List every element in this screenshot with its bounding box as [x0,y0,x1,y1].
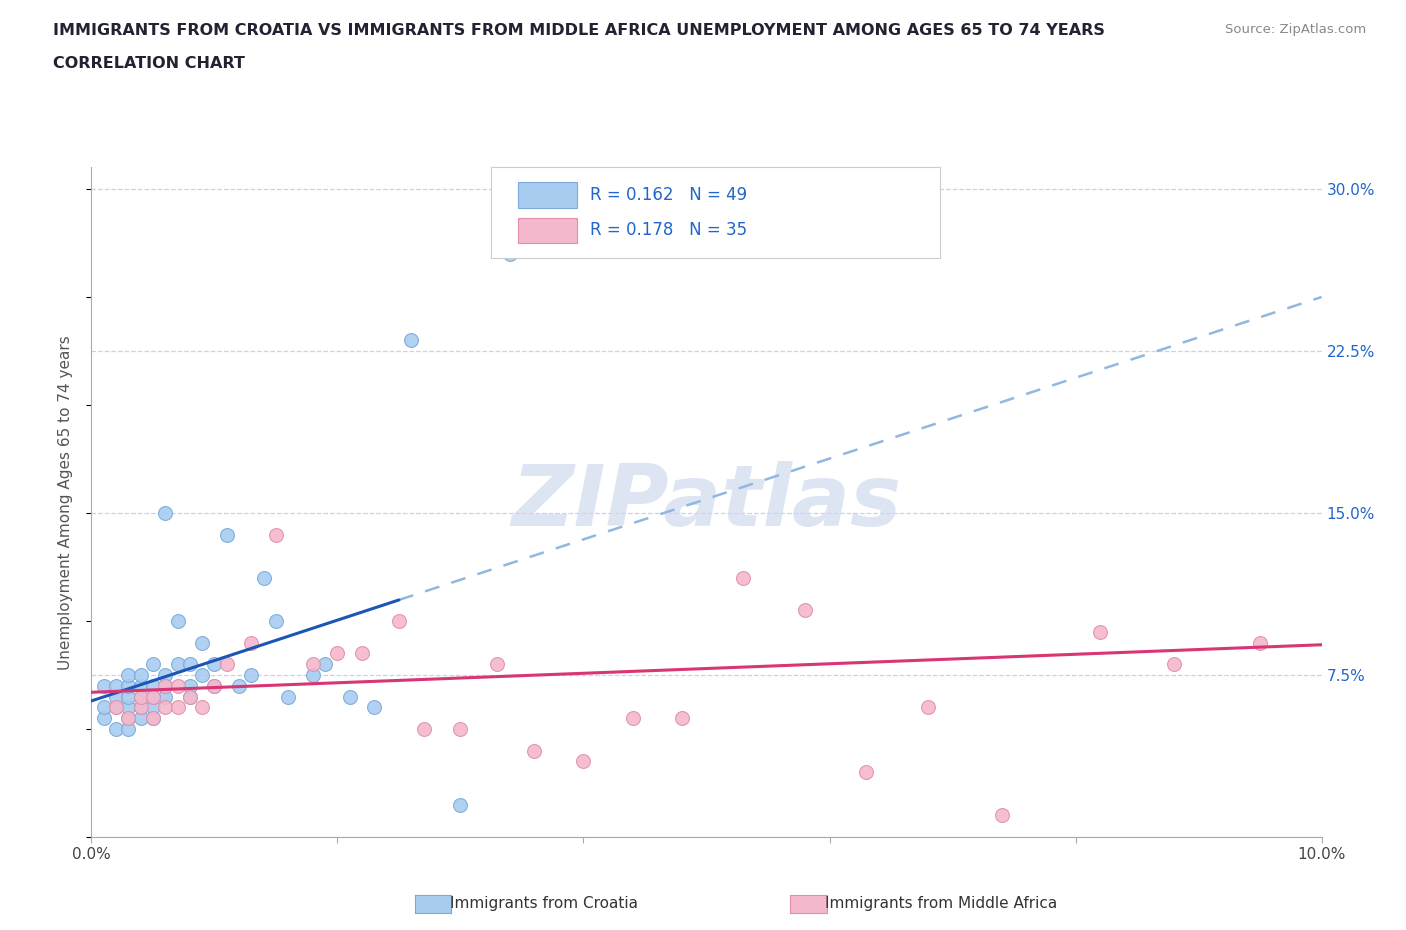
Point [350,646,373,661]
Point [142,711,165,725]
Bar [519,218,578,243]
Point [105,700,127,715]
Point [1249,635,1271,650]
Point [153,668,177,683]
Text: ZIPatlas: ZIPatlas [512,460,901,544]
Point [117,722,139,737]
Point [671,711,693,725]
Point [301,657,323,671]
Y-axis label: Unemployment Among Ages 65 to 74 years: Unemployment Among Ages 65 to 74 years [58,335,73,670]
Point [240,668,263,683]
Point [191,635,214,650]
Point [153,506,177,521]
Point [117,678,139,693]
Point [142,678,165,693]
Point [153,678,177,693]
Point [129,700,152,715]
Point [105,689,127,704]
Point [277,689,299,704]
Point [621,711,644,725]
Point [264,614,287,629]
Text: IMMIGRANTS FROM CROATIA VS IMMIGRANTS FROM MIDDLE AFRICA UNEMPLOYMENT AMONG AGES: IMMIGRANTS FROM CROATIA VS IMMIGRANTS FR… [53,23,1105,38]
Text: Immigrants from Middle Africa: Immigrants from Middle Africa [825,897,1057,911]
Point [215,527,238,542]
Point [733,570,755,585]
Point [228,678,250,693]
Point [153,689,177,704]
Point [117,700,139,715]
Point [179,689,201,704]
Point [363,700,385,715]
Point [93,678,115,693]
Point [399,333,422,348]
Text: CORRELATION CHART: CORRELATION CHART [53,56,245,71]
Bar [519,182,578,207]
Point [166,614,188,629]
Point [117,711,139,725]
Point [142,700,165,715]
Point [412,722,434,737]
Point [1163,657,1185,671]
Point [117,689,139,704]
Point [166,700,188,715]
Point [117,668,139,683]
Point [179,689,201,704]
Point [191,700,214,715]
Point [129,689,152,704]
Point [129,678,152,693]
Point [129,700,152,715]
Point [486,657,509,671]
Point [449,722,471,737]
Point [93,700,115,715]
Point [572,754,595,769]
Point [129,689,152,704]
Point [301,668,323,683]
Point [498,246,520,261]
Point [142,711,165,725]
Point [129,668,152,683]
Point [264,527,287,542]
Point [388,614,411,629]
Text: Immigrants from Croatia: Immigrants from Croatia [450,897,638,911]
Point [990,808,1012,823]
Point [326,646,349,661]
Point [105,700,127,715]
Point [202,678,225,693]
Point [793,603,815,618]
Point [449,797,471,812]
Point [105,678,127,693]
Point [142,657,165,671]
Point [142,689,165,704]
Point [1088,624,1111,639]
FancyBboxPatch shape [491,167,941,258]
Text: Source: ZipAtlas.com: Source: ZipAtlas.com [1226,23,1367,36]
Point [339,689,361,704]
Point [166,678,188,693]
Point [93,711,115,725]
Point [202,678,225,693]
Point [117,711,139,725]
Point [917,700,939,715]
Point [142,689,165,704]
Point [166,657,188,671]
Point [314,657,336,671]
Point [855,764,877,779]
Point [240,635,263,650]
Point [153,700,177,715]
Point [202,657,225,671]
Point [129,711,152,725]
Text: R = 0.178   N = 35: R = 0.178 N = 35 [589,221,747,239]
Point [191,668,214,683]
Point [179,657,201,671]
Point [179,678,201,693]
Point [153,678,177,693]
Text: R = 0.162   N = 49: R = 0.162 N = 49 [589,186,747,204]
Point [215,657,238,671]
Point [105,722,127,737]
Point [523,743,546,758]
Point [253,570,276,585]
